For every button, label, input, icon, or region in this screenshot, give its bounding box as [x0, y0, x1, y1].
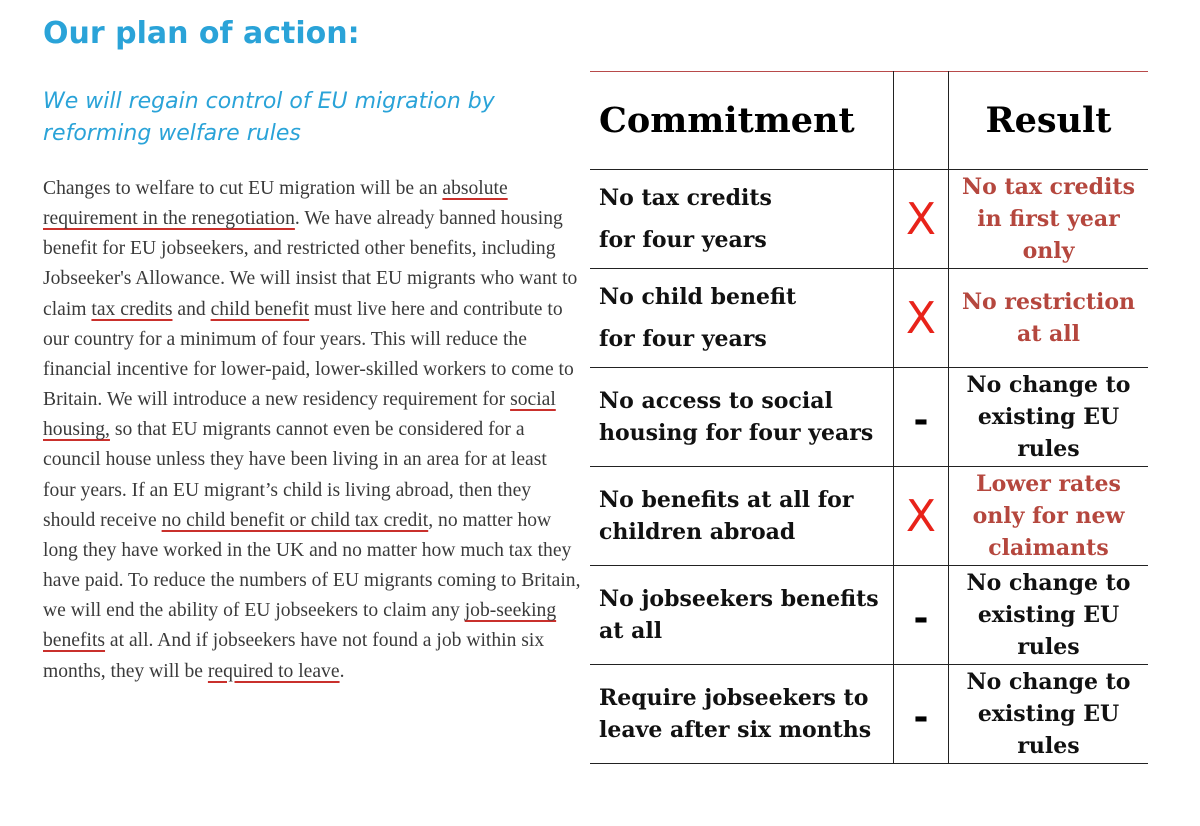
table-row: Require jobseekers to leave after six mo…	[590, 664, 1148, 764]
table-row: No tax credits for four years X No tax cre…	[590, 169, 1148, 269]
dash-mark-icon: -	[913, 696, 929, 738]
commitment-cell: No benefits at all for children abroad	[590, 466, 894, 566]
text-segment: Changes to welfare to cut EU migration w…	[43, 178, 443, 199]
dash-mark-icon: -	[913, 399, 929, 441]
underlined-phrase: social housing,	[43, 389, 556, 441]
underlined-phrase: child benefit	[210, 298, 310, 320]
page-title: Our plan of action:	[43, 16, 360, 51]
text-segment: .	[339, 660, 345, 682]
cross-mark-icon: X	[905, 292, 937, 344]
mark-cell: X	[893, 268, 949, 368]
text-segment: must live here and contribute to our cou…	[43, 298, 574, 411]
cross-mark-icon: X	[905, 193, 937, 245]
text-segment: , no matter how long they have worked in…	[43, 509, 581, 622]
commitment-cell: Require jobseekers to leave after six mo…	[590, 664, 894, 764]
result-cell: No change to existing EU rules	[948, 565, 1148, 665]
result-cell: No change to existing EU rules	[948, 367, 1148, 467]
text-segment: at all. And if jobseekers have not found…	[43, 630, 545, 682]
underlined-phrase: tax credits	[91, 298, 173, 320]
result-cell: No restriction at all	[948, 268, 1148, 368]
underlined-phrase: job-seeking benefits	[43, 600, 557, 652]
header-mark	[893, 71, 949, 170]
table-row: No access to social housing for four yea…	[590, 367, 1148, 467]
commitment-cell: No tax credits for four years	[590, 169, 894, 269]
underlined-phrase: absolute requirement in the renegotiatio…	[43, 178, 508, 230]
result-cell: Lower rates only for new claimants	[948, 466, 1148, 566]
table-row: No benefits at all for children abroad X L…	[590, 466, 1148, 566]
commitment-result-table: Commitment Result No tax credits for fou…	[590, 71, 1148, 764]
text-segment: so that EU migrants cannot even be consi…	[43, 419, 547, 531]
table-header-row: Commitment Result	[590, 71, 1148, 170]
underlined-phrase: required to leave	[207, 660, 340, 682]
manifesto-paragraph: Changes to welfare to cut EU migration w…	[43, 174, 583, 687]
header-commitment: Commitment	[590, 71, 894, 170]
mark-cell: X	[893, 169, 949, 269]
result-cell: No tax credits in first year only	[948, 169, 1148, 269]
underlined-phrase: no child benefit or child tax credit	[161, 509, 429, 531]
table-row: No jobseekers benefits at all - No change …	[590, 565, 1148, 665]
cross-mark-icon: X	[905, 490, 937, 542]
subheading: We will regain control of EU migration b…	[43, 89, 495, 146]
mark-cell: -	[893, 664, 949, 764]
table-row: No child benefit for four years X No restr…	[590, 268, 1148, 368]
commitment-cell: No access to social housing for four yea…	[590, 367, 894, 467]
mark-cell: -	[893, 565, 949, 665]
commitment-cell: No child benefit for four years	[590, 268, 894, 368]
text-segment: and	[172, 298, 211, 320]
mark-cell: X	[893, 466, 949, 566]
manifesto-excerpt: Our plan of action: We will regain contr…	[43, 10, 583, 150]
header-result: Result	[985, 99, 1112, 141]
mark-cell: -	[893, 367, 949, 467]
result-cell: No change to existing EU rules	[948, 664, 1148, 764]
text-segment: . We have already banned housing benefit…	[43, 208, 578, 320]
dash-mark-icon: -	[913, 597, 929, 639]
commitment-cell: No jobseekers benefits at all	[590, 565, 894, 665]
